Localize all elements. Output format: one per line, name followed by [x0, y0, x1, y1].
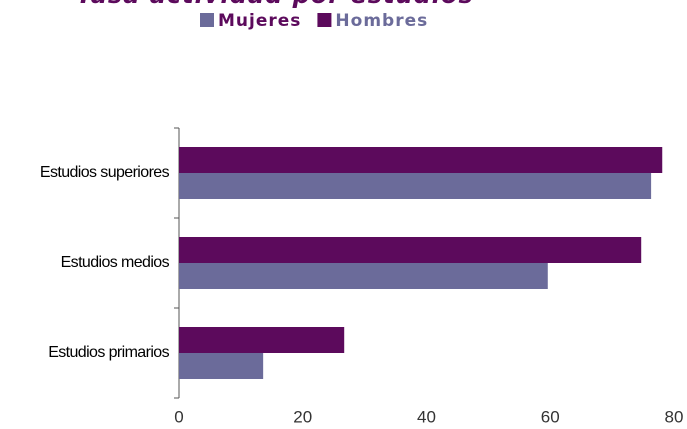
y-tick-label: Estudios superiores [40, 164, 170, 181]
bar [179, 327, 345, 353]
bar [179, 263, 548, 289]
legend-label: Hombres [335, 11, 428, 31]
x-tick-label: 20 [293, 407, 312, 426]
x-tick-label: 0 [174, 407, 183, 426]
y-tick-label: Estudios medios [61, 254, 170, 271]
y-tick-label: Estudios primarios [48, 344, 169, 361]
bar [179, 353, 264, 379]
bar [179, 173, 652, 199]
x-tick-label: 40 [417, 407, 436, 426]
legend-swatch [200, 13, 214, 27]
legend-swatch [317, 13, 332, 27]
x-tick-label: 60 [541, 407, 560, 426]
legend-label: Mujeres [218, 11, 301, 31]
bar [179, 147, 663, 173]
x-tick-label: 80 [665, 407, 684, 426]
chart-title: Tasa actividad por estudios [76, 0, 474, 9]
bar [179, 237, 642, 263]
